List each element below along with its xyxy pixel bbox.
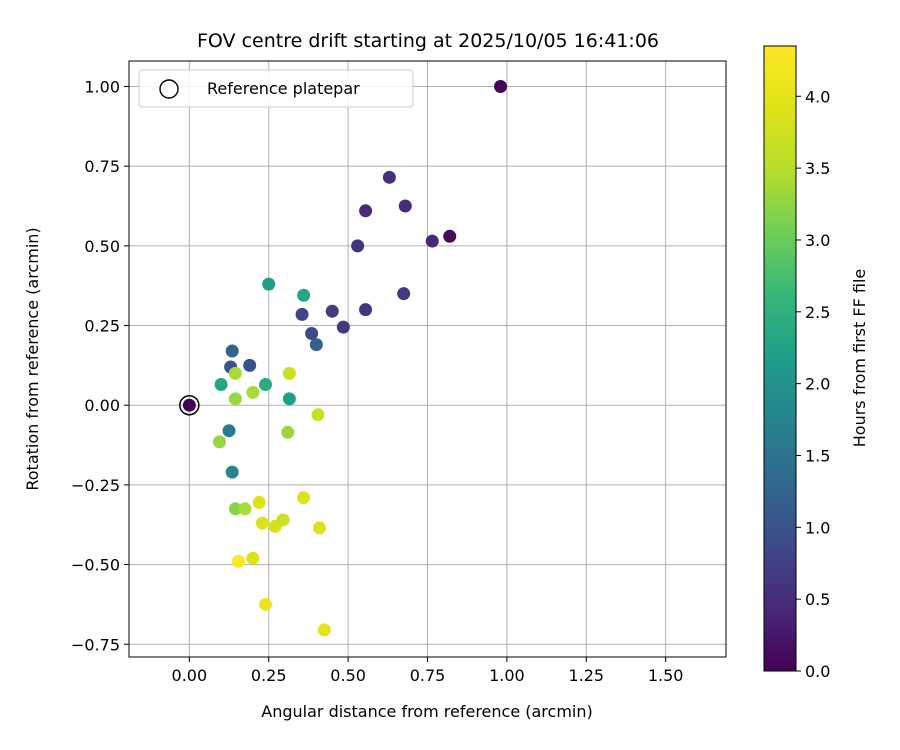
data-point-4 <box>359 204 373 218</box>
data-point-21 <box>259 377 273 391</box>
colorbar-tick-label-6: 3.0 <box>805 231 830 250</box>
data-point-11 <box>336 320 350 334</box>
data-point-13 <box>305 327 319 341</box>
data-point-34 <box>252 495 266 509</box>
chart-title: FOV centre drift starting at 2025/10/05 … <box>197 30 659 52</box>
data-point-42 <box>259 597 273 611</box>
data-point-24 <box>246 385 260 399</box>
data-point-2 <box>443 229 457 243</box>
data-point-15 <box>297 288 311 302</box>
colorbar-tick-label-5: 2.5 <box>805 303 830 322</box>
x-tick-label-1: 0.25 <box>251 666 287 685</box>
legend: Reference platepar <box>138 69 414 108</box>
data-point-22 <box>282 392 296 406</box>
x-tick-label-2: 0.50 <box>330 666 366 685</box>
data-point-38 <box>297 491 311 505</box>
data-point-30 <box>222 424 236 438</box>
y-tick-label-2: −0.25 <box>71 476 120 495</box>
data-point-29 <box>213 435 227 449</box>
x-axis-title: Angular distance from reference (arcmin) <box>261 702 592 721</box>
data-point-0 <box>182 398 196 412</box>
data-point-40 <box>246 551 260 565</box>
colorbar-tick-label-2: 1.0 <box>805 518 830 537</box>
x-axis-ticks: 0.00 0.25 0.50 0.75 1.00 1.25 1.50 <box>172 657 684 685</box>
y-tick-label-4: 0.25 <box>84 317 120 336</box>
x-tick-label-6: 1.50 <box>648 666 684 685</box>
data-point-9 <box>359 303 373 317</box>
data-point-23 <box>228 366 242 380</box>
data-point-8 <box>397 287 411 301</box>
data-point-33 <box>238 502 252 516</box>
y-tick-label-1: −0.50 <box>71 556 120 575</box>
legend-marker-reference <box>159 79 179 99</box>
data-point-31 <box>225 465 239 479</box>
data-point-35 <box>255 516 269 530</box>
data-point-37 <box>276 513 290 527</box>
colorbar: 0.0 0.5 1.0 1.5 2.0 2.5 3.0 3.5 4.0 Hours from f… <box>763 45 869 681</box>
colorbar-tick-label-3: 1.5 <box>805 446 830 465</box>
data-point-17 <box>225 344 239 358</box>
colorbar-ticks: 0.0 0.5 1.0 1.5 2.0 2.5 3.0 3.5 4.0 <box>796 87 830 681</box>
y-tick-label-7: 1.00 <box>84 77 120 96</box>
data-point-12 <box>295 307 309 321</box>
data-point-41 <box>232 554 246 568</box>
data-point-27 <box>311 408 325 422</box>
data-point-28 <box>281 425 295 439</box>
legend-entry-reference: Reference platepar <box>207 79 360 98</box>
legend-box <box>138 69 414 108</box>
data-point-7 <box>351 239 365 253</box>
data-point-1 <box>494 79 508 93</box>
grid-lines <box>129 61 726 657</box>
y-tick-label-6: 0.75 <box>84 157 120 176</box>
data-point-20 <box>214 377 228 391</box>
data-point-19 <box>243 358 257 372</box>
x-tick-label-4: 1.00 <box>489 666 525 685</box>
x-tick-label-3: 0.75 <box>410 666 446 685</box>
data-point-39 <box>313 521 327 535</box>
data-point-10 <box>325 304 339 318</box>
colorbar-gradient <box>763 45 797 672</box>
y-tick-label-5: 0.50 <box>84 237 120 256</box>
y-axis-ticks: −0.75 −0.50 −0.25 0.00 0.25 0.50 0.75 1.00 <box>71 77 129 654</box>
data-point-26 <box>282 366 296 380</box>
data-point-14 <box>309 338 323 352</box>
colorbar-tick-label-1: 0.5 <box>805 590 830 609</box>
y-axis-title: Rotation from reference (arcmin) <box>23 227 42 490</box>
x-tick-label-0: 0.00 <box>172 666 208 685</box>
y-tick-label-0: −0.75 <box>71 635 120 654</box>
data-point-16 <box>262 277 276 291</box>
data-point-32 <box>228 502 242 516</box>
data-point-43 <box>317 623 331 637</box>
data-point-6 <box>425 234 439 248</box>
data-point-3 <box>382 170 396 184</box>
data-point-25 <box>228 392 242 406</box>
colorbar-title: Hours from first FF file <box>850 269 869 448</box>
colorbar-tick-label-4: 2.0 <box>805 375 830 394</box>
colorbar-tick-label-0: 0.0 <box>805 662 830 681</box>
colorbar-tick-label-8: 4.0 <box>805 87 830 106</box>
y-tick-label-3: 0.00 <box>84 396 120 415</box>
reference-platepar-marker <box>179 394 200 416</box>
x-tick-label-5: 1.25 <box>568 666 604 685</box>
colorbar-tick-label-7: 3.5 <box>805 159 830 178</box>
data-points <box>179 79 508 637</box>
data-point-5 <box>398 199 412 213</box>
